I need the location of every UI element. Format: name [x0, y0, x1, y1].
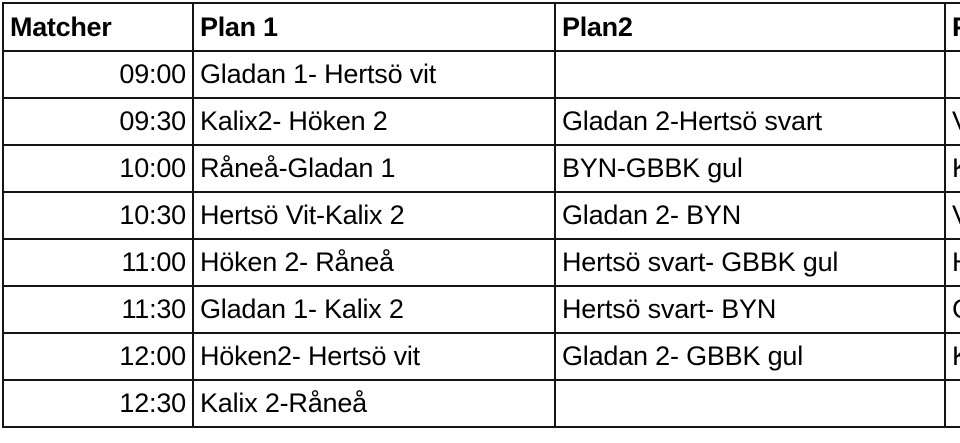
cell-plan3: H — [944, 238, 960, 287]
cell-time: 11:30 — [2, 285, 194, 334]
cell-plan2: Gladan 2- GBBK gul — [554, 332, 946, 381]
cell-plan3 — [944, 50, 960, 99]
table-header-row: Matcher Plan 1 Plan2 Plan 3 — [2, 2, 960, 52]
table-row: 09:30 Kalix2- Höken 2 Gladan 2-Hertsö sv… — [2, 97, 960, 146]
column-header-plan2: Plan2 — [554, 2, 946, 52]
cell-time: 09:30 — [2, 97, 194, 146]
table-row: 12:00 Höken2- Hertsö vit Gladan 2- GBBK … — [2, 332, 960, 381]
cell-plan3: K — [944, 144, 960, 193]
table-header: Matcher Plan 1 Plan2 Plan 3 — [2, 2, 960, 52]
match-schedule-table: Matcher Plan 1 Plan2 Plan 3 09:00 Gladan… — [2, 2, 960, 428]
cell-plan3: G — [944, 285, 960, 334]
cell-plan3: V — [944, 97, 960, 146]
cell-plan2 — [554, 379, 946, 428]
table-row: 11:00 Höken 2- Råneå Hertsö svart- GBBK … — [2, 238, 960, 287]
cell-plan2: BYN-GBBK gul — [554, 144, 946, 193]
cell-plan3: V — [944, 191, 960, 240]
cell-time: 10:00 — [2, 144, 194, 193]
cell-plan1: Höken 2- Råneå — [192, 238, 556, 287]
cell-plan2: Hertsö svart- GBBK gul — [554, 238, 946, 287]
cell-time: 12:30 — [2, 379, 194, 428]
cell-plan1: Kalix 2-Råneå — [192, 379, 556, 428]
cell-plan1: Gladan 1- Hertsö vit — [192, 50, 556, 99]
cell-plan1: Råneå-Gladan 1 — [192, 144, 556, 193]
cell-plan1: Kalix2- Höken 2 — [192, 97, 556, 146]
table-row: 10:30 Hertsö Vit-Kalix 2 Gladan 2- BYN V — [2, 191, 960, 240]
column-header-matcher: Matcher — [2, 2, 194, 52]
cell-plan1: Gladan 1- Kalix 2 — [192, 285, 556, 334]
cell-time: 10:30 — [2, 191, 194, 240]
table-row: 12:30 Kalix 2-Råneå — [2, 379, 960, 428]
cell-plan2: Gladan 2- BYN — [554, 191, 946, 240]
table-body: 09:00 Gladan 1- Hertsö vit 09:30 Kalix2-… — [2, 50, 960, 428]
table-row: 09:00 Gladan 1- Hertsö vit — [2, 50, 960, 99]
column-header-plan3: Plan 3 — [944, 2, 960, 52]
cell-plan2 — [554, 50, 946, 99]
cell-time: 12:00 — [2, 332, 194, 381]
cell-time: 11:00 — [2, 238, 194, 287]
cell-plan2: Hertsö svart- BYN — [554, 285, 946, 334]
cell-time: 09:00 — [2, 50, 194, 99]
cell-plan3 — [944, 379, 960, 428]
cell-plan3: K — [944, 332, 960, 381]
table-row: 10:00 Råneå-Gladan 1 BYN-GBBK gul K — [2, 144, 960, 193]
table-row: 11:30 Gladan 1- Kalix 2 Hertsö svart- BY… — [2, 285, 960, 334]
cell-plan1: Hertsö Vit-Kalix 2 — [192, 191, 556, 240]
cell-plan1: Höken2- Hertsö vit — [192, 332, 556, 381]
column-header-plan1: Plan 1 — [192, 2, 556, 52]
cell-plan2: Gladan 2-Hertsö svart — [554, 97, 946, 146]
